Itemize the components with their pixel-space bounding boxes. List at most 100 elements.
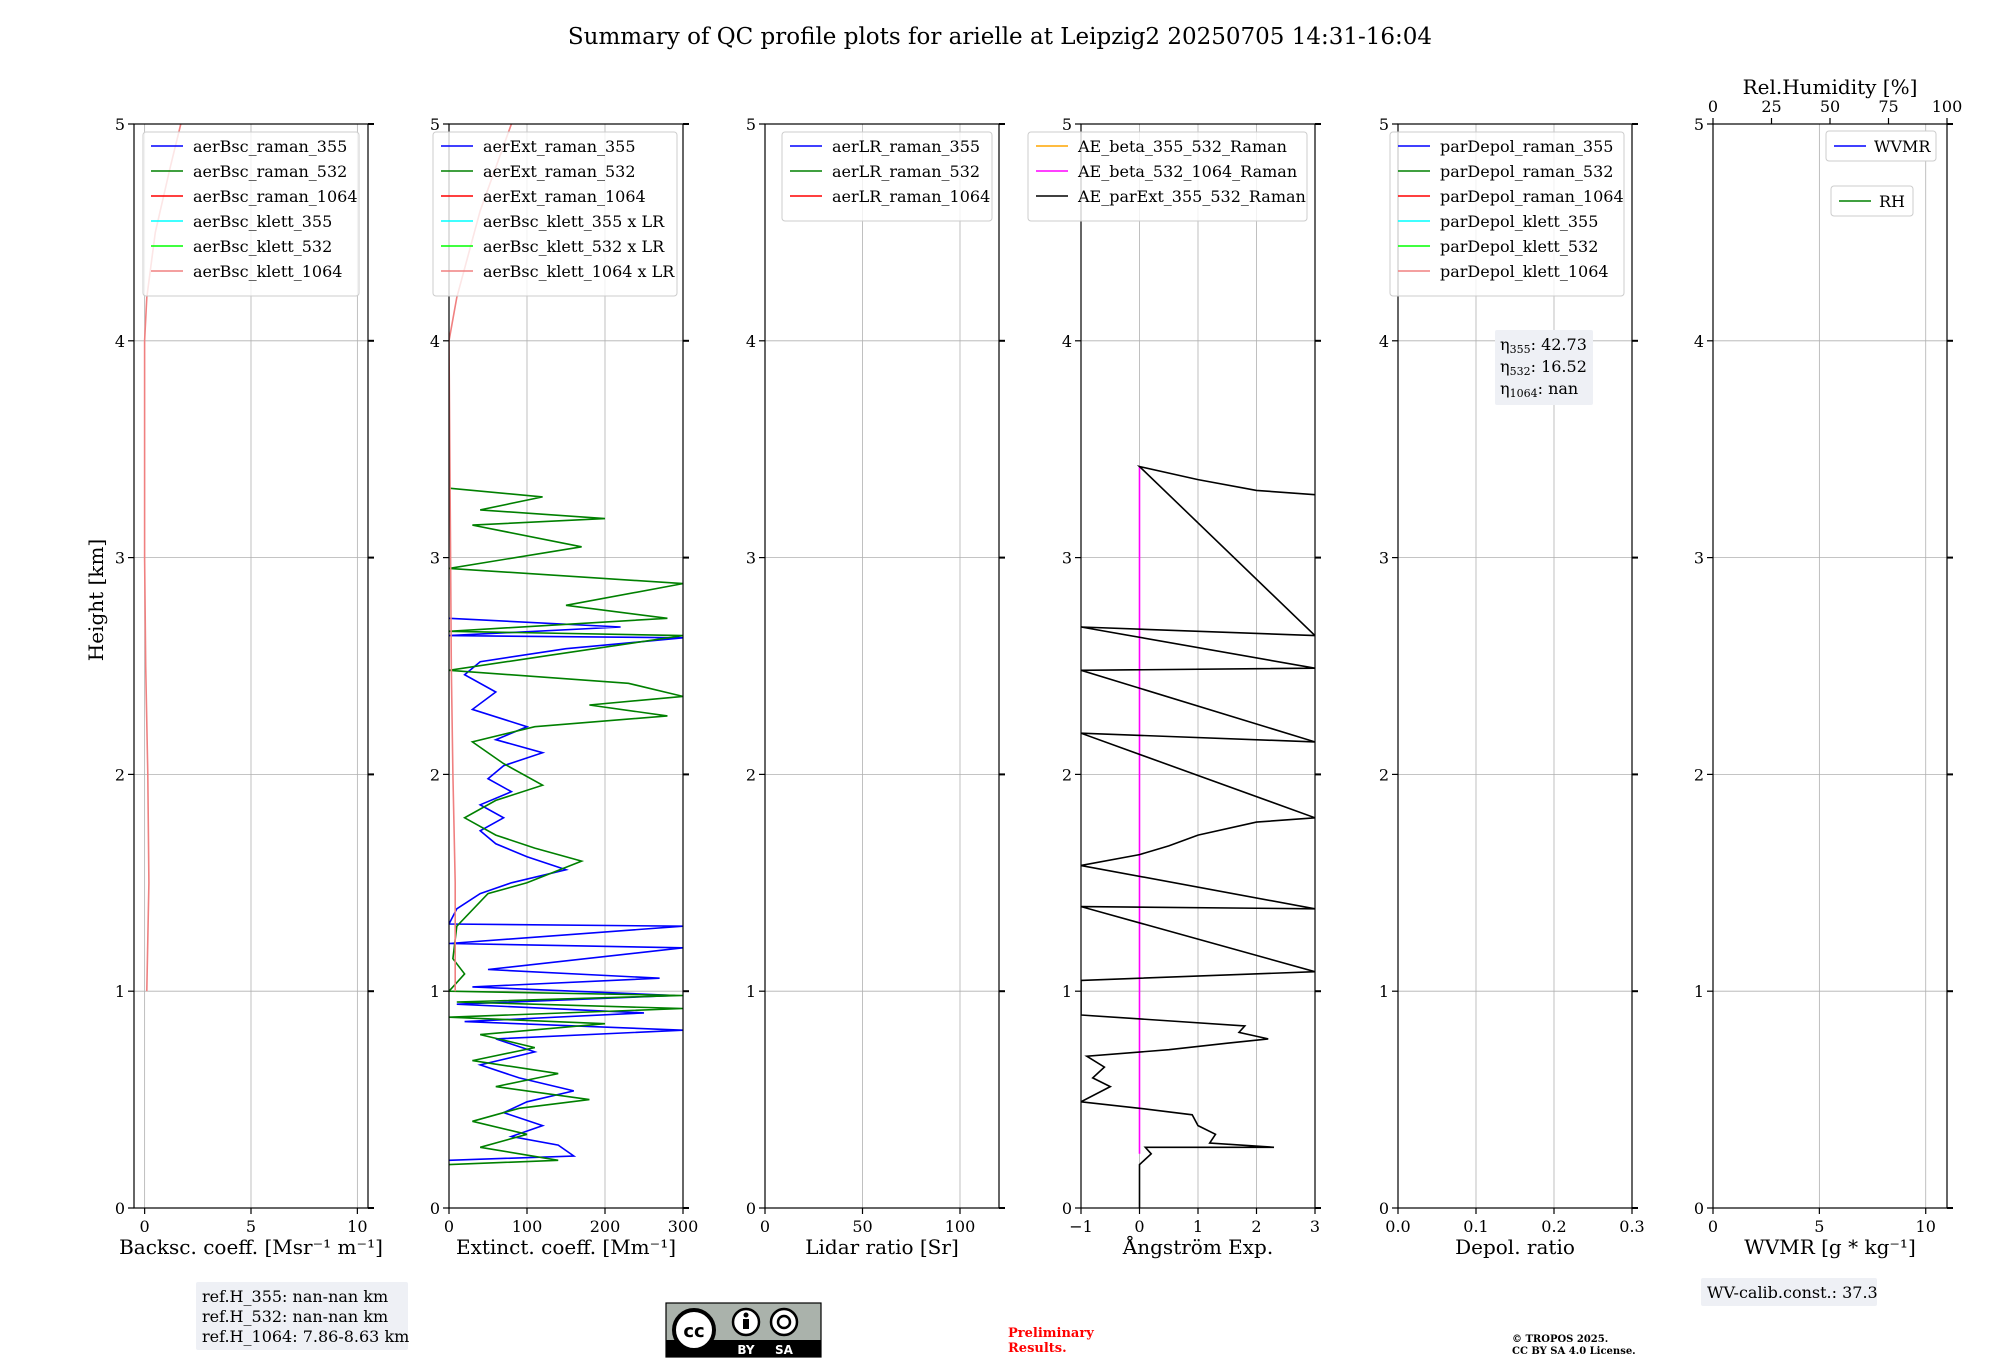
badge-label: BY	[737, 1343, 754, 1357]
x-axis-label: Backsc. coeff. [Msr⁻¹ m⁻¹]	[119, 1235, 383, 1259]
legend-label: aerBsc_klett_1064	[193, 262, 342, 281]
x-tick-label: 300	[668, 1217, 699, 1236]
x-axis-label: Ångström Exp.	[1122, 1234, 1273, 1259]
ref-height-line: ref.H_355: nan-nan km	[202, 1287, 388, 1306]
y-tick-label: 5	[1379, 115, 1389, 134]
x-axis-label: WVMR [g * kg⁻¹]	[1744, 1235, 1916, 1259]
x-tick-label: 0	[1134, 1217, 1144, 1236]
y-tick-label: 0	[115, 1199, 125, 1218]
y-tick-label: 5	[1694, 115, 1704, 134]
cc-icon-text: cc	[683, 1321, 704, 1342]
panel-depolarization: 0 1 2 3 4 5 0.0 0.1 0.2 0.3 Depol. ratio parDepol_r…	[1379, 115, 1645, 1259]
y-tick-label: 2	[746, 765, 756, 784]
annotation-box	[196, 1282, 408, 1350]
eta-value: : 16.52	[1531, 357, 1587, 376]
y-tick-label: 3	[1694, 549, 1704, 568]
y-tick-label: 0	[1379, 1199, 1389, 1218]
eta-subscript: 532	[1510, 365, 1531, 378]
x-tick-label: 0.3	[1619, 1217, 1644, 1236]
y-tick-label: 1	[1379, 982, 1389, 1001]
x-tick-label: 100	[512, 1217, 543, 1236]
legend-label: aerBsc_raman_1064	[193, 187, 358, 206]
x-tick-label: 0	[760, 1217, 770, 1236]
y-tick-label: 0	[1062, 1199, 1072, 1218]
y-tick-label: 2	[430, 765, 440, 784]
y-tick-label: 3	[746, 549, 756, 568]
top-x-tick-label: 100	[1932, 97, 1963, 116]
legend-label: parDepol_raman_355	[1440, 137, 1613, 156]
x-tick-label: 0.1	[1463, 1217, 1488, 1236]
legend-label: aerBsc_klett_355 x LR	[483, 212, 665, 231]
eta-subscript: 1064	[1510, 387, 1538, 400]
eta-subscript: 355	[1510, 343, 1531, 356]
axes-frame	[448, 123, 684, 1209]
top-axis-label: Rel.Humidity [%]	[1743, 75, 1918, 99]
top-x-tick-label: 0	[1708, 97, 1718, 116]
eta-symbol: η	[1500, 379, 1510, 398]
x-tick-label: 100	[945, 1217, 976, 1236]
y-tick-label: 5	[430, 115, 440, 134]
legend-box	[781, 131, 993, 222]
preliminary-results-text: Preliminary	[1008, 1326, 1094, 1341]
x-tick-label: 5	[246, 1217, 256, 1236]
legend-label: aerBsc_klett_1064 x LR	[483, 262, 675, 281]
y-tick-label: 3	[430, 549, 440, 568]
top-x-tick-label: 75	[1878, 97, 1898, 116]
top-x-tick-label: 25	[1761, 97, 1781, 116]
annotation-box	[1701, 1278, 1877, 1306]
y-tick-label: 4	[430, 332, 440, 351]
x-axis-label: Lidar ratio [Sr]	[805, 1235, 959, 1259]
legend-label: aerExt_raman_532	[483, 162, 636, 181]
legend-label: aerExt_raman_1064	[483, 187, 646, 206]
legend-label: WVMR	[1874, 137, 1931, 156]
legend-label: parDepol_raman_1064	[1440, 187, 1624, 206]
wv-calib-text: WV-calib.const.: 37.3	[1707, 1283, 1878, 1302]
y-tick-label: 0	[1694, 1199, 1704, 1218]
eta-line: η1064: nan	[1500, 379, 1578, 400]
legend-label: aerBsc_klett_532 x LR	[483, 237, 665, 256]
legend-label: aerBsc_klett_532	[193, 237, 332, 256]
x-axis-label: Depol. ratio	[1455, 1235, 1575, 1259]
x-tick-label: 10	[347, 1217, 367, 1236]
legend-box	[1027, 131, 1308, 222]
eta-annotation: η355: 42.73 η532: 16.52 η1064: nan	[1495, 330, 1593, 405]
legend-label: AE_parExt_355_532_Raman	[1077, 187, 1306, 206]
legend-box	[1825, 130, 1937, 162]
preliminary-results-text: Results.	[1008, 1341, 1067, 1356]
axes-frame	[1712, 123, 1948, 1209]
y-axis-label: Height [km]	[84, 539, 108, 661]
legend-box	[1830, 185, 1914, 217]
legend-label: aerExt_raman_355	[483, 137, 636, 156]
legend-label: aerLR_raman_355	[832, 137, 980, 156]
y-tick-label: 0	[746, 1199, 756, 1218]
cc-license-badge: cc BY SA	[665, 1302, 822, 1358]
x-tick-label: 2	[1251, 1217, 1261, 1236]
y-tick-label: 5	[746, 115, 756, 134]
legend-label: parDepol_klett_532	[1440, 237, 1598, 256]
eta-value: : nan	[1538, 379, 1579, 398]
legend-label: aerBsc_raman_355	[193, 137, 347, 156]
x-tick-label: 0	[140, 1217, 150, 1236]
top-x-tick-label: 50	[1820, 97, 1840, 116]
badge-label: SA	[775, 1343, 794, 1357]
axes-frame	[1397, 123, 1633, 1209]
legend-label: aerLR_raman_1064	[832, 187, 990, 206]
legend-label: RH	[1879, 192, 1905, 211]
eta-line: η355: 42.73	[1500, 335, 1587, 356]
legend-box	[1389, 131, 1625, 297]
x-tick-label: 0.2	[1541, 1217, 1566, 1236]
legend-label: parDepol_raman_532	[1440, 162, 1613, 181]
sa-icon-arc	[776, 1314, 792, 1330]
y-tick-label: 4	[746, 332, 756, 351]
y-tick-label: 3	[115, 549, 125, 568]
y-tick-label: 2	[115, 765, 125, 784]
copyright-text: CC BY SA 4.0 License.	[1512, 1346, 1636, 1357]
copyright-text: © TROPOS 2025.	[1512, 1334, 1608, 1345]
